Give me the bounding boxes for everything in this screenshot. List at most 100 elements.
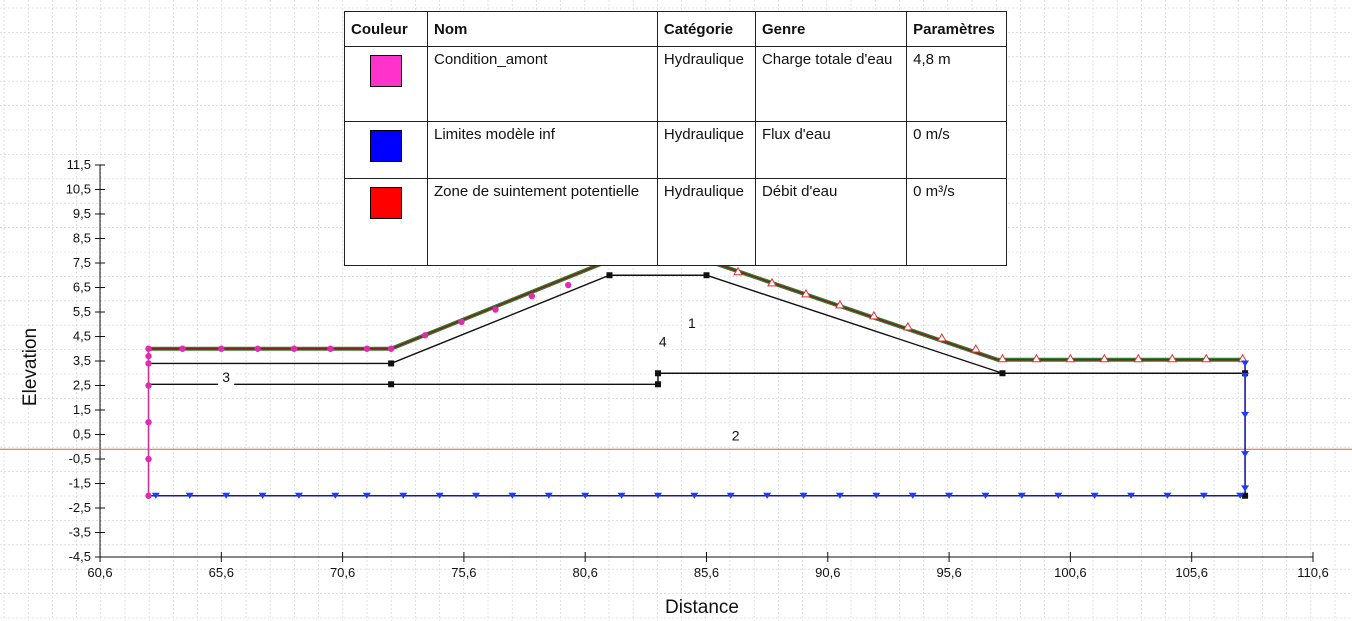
seepage-face-marker [970, 343, 981, 353]
legend-color-cell [344, 178, 428, 266]
upstream-head-marker [145, 345, 152, 352]
seepage-face-marker [767, 277, 777, 287]
upstream-head-marker [492, 306, 499, 313]
upstream-head-marker [218, 345, 225, 352]
flux-marker [508, 492, 517, 499]
legend-header-category: Catégorie [656, 11, 756, 47]
legend-row: Limites modèle inf Hydraulique Flux d'ea… [344, 121, 1007, 179]
region-label: 4 [659, 333, 667, 349]
geometry-vertex [1242, 492, 1249, 499]
flux-marker [763, 492, 772, 499]
upstream-head-marker [145, 352, 152, 360]
y-tick-label: 9,5 [73, 206, 91, 221]
flux-marker [908, 492, 917, 499]
geometry-vertex [703, 272, 710, 279]
model-geometry [0, 258, 1352, 499]
geometry-vertex [388, 381, 395, 388]
color-swatch [370, 130, 402, 162]
seepage-face-marker [801, 288, 811, 298]
flux-marker [1090, 492, 1099, 499]
region-label: 1 [688, 315, 696, 331]
flux-marker [617, 492, 626, 499]
upstream-head-marker [145, 360, 152, 367]
y-tick-label: 6,5 [73, 280, 91, 295]
y-tick-label: 11,5 [67, 157, 91, 172]
flux-marker [726, 492, 735, 499]
upstream-head-marker [145, 455, 152, 463]
boundary-conditions-legend: Couleur Nom Catégorie Genre Paramètres C… [344, 11, 1007, 266]
legend-param: 0 m/s [906, 121, 1007, 179]
seepage-face-marker [869, 310, 879, 320]
x-tick-label: 75,6 [451, 565, 476, 580]
x-tick-label: 65,6 [209, 565, 234, 580]
upstream-head-marker [387, 345, 395, 352]
seepage-face-marker [1031, 353, 1042, 363]
legend-header-kind: Genre [754, 11, 908, 47]
legend-kind: Débit d'eau [754, 178, 908, 266]
y-tick-label: 10,5 [66, 182, 91, 197]
upstream-head-marker [145, 492, 152, 499]
flux-marker [544, 492, 553, 499]
upstream-head-marker [254, 345, 261, 352]
flux-marker [1236, 492, 1245, 499]
seepage-face-marker [1201, 353, 1212, 363]
y-tick-label: 2,5 [73, 378, 91, 393]
legend-color-cell [344, 121, 428, 179]
y-tick-label: 8,5 [73, 231, 91, 246]
y-tick-label: -3,5 [69, 525, 91, 540]
layer-boundary-line [657, 372, 1246, 385]
geometry-vertex [388, 360, 395, 367]
legend-category: Hydraulique [656, 121, 756, 179]
flux-marker [472, 492, 481, 499]
y-tick-label: -2,5 [69, 500, 91, 515]
legend-kind: Charge totale d'eau [754, 46, 908, 122]
flux-marker [981, 492, 990, 499]
color-swatch [370, 55, 402, 87]
upstream-head-marker [145, 382, 152, 389]
y-axis-title: Elevation [20, 328, 41, 406]
x-tick-label: 95,6 [936, 565, 961, 580]
flux-marker [581, 492, 590, 499]
upstream-head-marker [421, 332, 429, 339]
legend-param: 4,8 m [906, 46, 1007, 122]
y-tick-label: 0,5 [73, 427, 91, 442]
y-tick-label: 7,5 [73, 255, 91, 270]
x-axis-title: Distance [665, 597, 739, 618]
flux-marker [1241, 485, 1250, 492]
legend-row: Zone de suintement potentielle Hydrauliq… [344, 178, 1007, 266]
upstream-head-marker [565, 281, 572, 289]
flux-marker [1199, 492, 1208, 499]
flux-marker [185, 492, 194, 499]
legend-header-row: Couleur Nom Catégorie Genre Paramètres [344, 11, 1007, 47]
y-tick-label: 5,5 [73, 304, 91, 319]
region-label-bg [654, 333, 671, 351]
flux-marker [399, 492, 408, 499]
legend-header-color: Couleur [344, 11, 428, 47]
flux-marker [1163, 492, 1172, 499]
upstream-head-marker [528, 292, 536, 300]
x-tick-label: 60,6 [87, 565, 112, 580]
seepage-face-marker [1167, 353, 1178, 363]
region-labels: 1 2 3 4 [218, 314, 744, 445]
y-tick-label: 3,5 [73, 353, 91, 368]
legend-param: 0 m³/s [906, 178, 1007, 266]
flux-marker [1241, 372, 1250, 379]
geometry-vertex [654, 370, 661, 377]
x-tick-label: 70,6 [330, 565, 355, 580]
flux-marker [1241, 451, 1250, 458]
region-label-bg [727, 427, 744, 445]
seepage-face-marker [733, 266, 743, 276]
flux-marker [362, 492, 371, 499]
upstream-head-marker [458, 318, 465, 325]
seepage-face-marker [997, 353, 1008, 363]
region-label: 2 [732, 428, 740, 444]
flux-marker [690, 492, 699, 499]
flux-marker [331, 492, 340, 499]
legend-kind: Flux d'eau [754, 121, 908, 179]
legend-name: Zone de suintement potentielle [427, 178, 658, 266]
flux-marker [151, 492, 160, 499]
x-tick-label: 110,6 [1297, 565, 1329, 580]
flux-marker [653, 492, 662, 499]
inner-crest-line [390, 274, 1003, 374]
